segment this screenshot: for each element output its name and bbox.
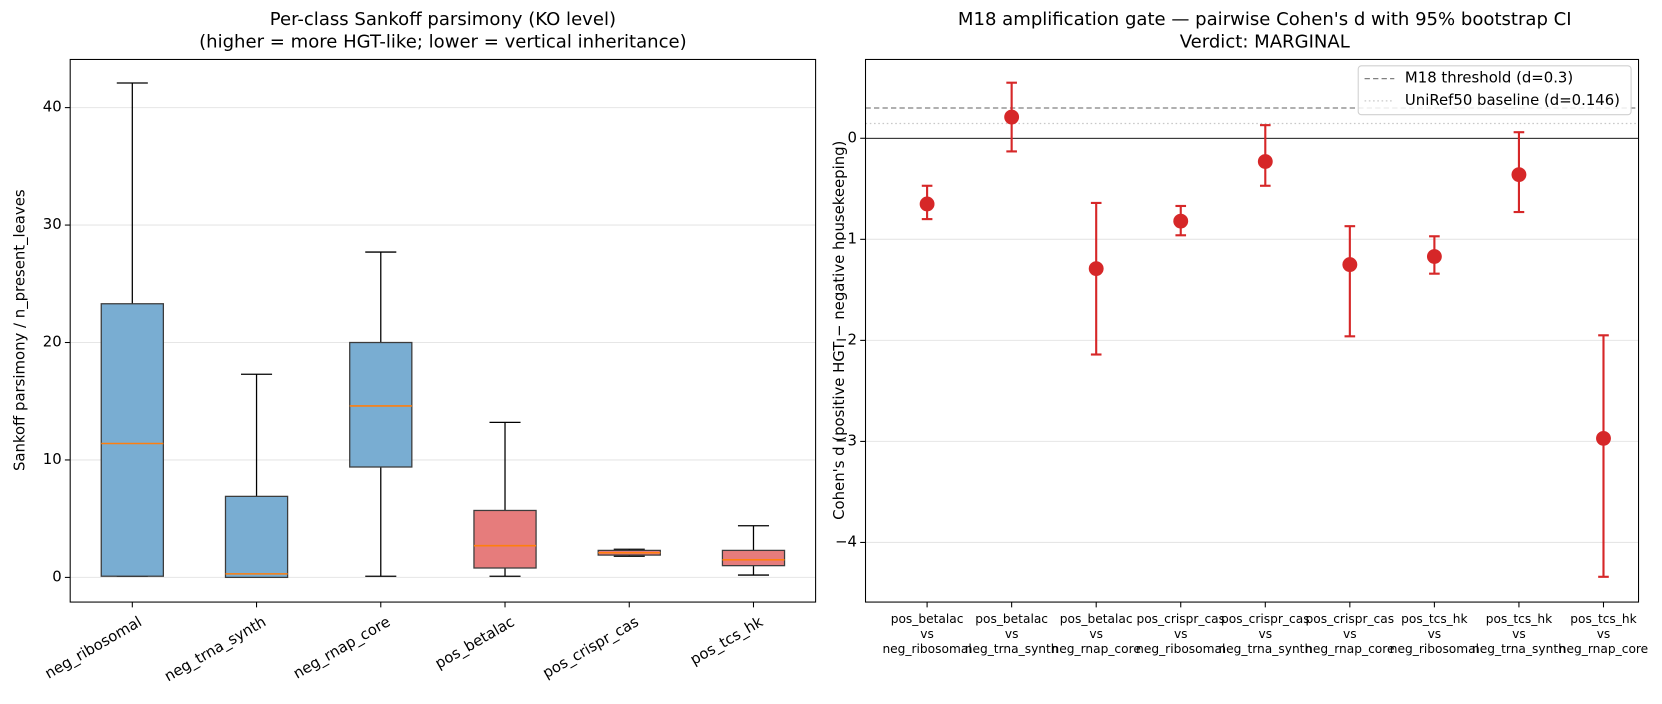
x-tick-label-line: neg_rnap_core	[1305, 641, 1394, 655]
y-axis-label: Cohen's d (positive HGT − negative house…	[830, 141, 848, 520]
x-tick-label-line: vs	[1428, 626, 1442, 640]
plot-frame	[69, 58, 817, 603]
point	[1004, 109, 1020, 125]
y-tick-label: 0	[52, 567, 61, 585]
legend-label: UniRef50 baseline (d=0.146)	[1405, 91, 1620, 109]
box	[473, 509, 537, 569]
x-tick-label-line: pos_crispr_cas	[1136, 612, 1225, 626]
point	[1511, 167, 1527, 183]
box	[100, 303, 165, 577]
point	[1426, 249, 1442, 264]
x-tick-label: pos_betalac vs neg_trna_synth	[965, 612, 1059, 656]
chart-subtitle: (higher = more HGT-like; lower = vertica…	[199, 31, 687, 52]
x-tick-label-line: pos_betalac	[975, 612, 1048, 626]
x-tick-label-line: neg_trna_synth	[1218, 641, 1312, 655]
point	[1257, 154, 1273, 169]
x-tick-label-line: vs	[1512, 626, 1526, 640]
x-tick-label-line: neg_trna_synth	[1472, 641, 1566, 655]
plot-frame	[864, 58, 1640, 603]
x-tick-label: pos_crispr_cas vs neg_ribosomal	[1136, 612, 1225, 656]
legend-label: M18 threshold (d=0.3)	[1405, 69, 1573, 87]
x-tick-label: pos_betalac vs neg_rnap_core	[1051, 612, 1140, 656]
x-tick-label: pos_tcs_hk vs neg_ribosomal	[1390, 612, 1479, 656]
x-tick-label-line: pos_crispr_cas	[1221, 612, 1310, 626]
x-tick-label-line: neg_ribosomal	[1390, 641, 1479, 655]
x-tick-label-line: neg_rnap_core	[1051, 641, 1140, 655]
x-tick-label-line: vs	[1343, 626, 1357, 640]
point	[919, 196, 935, 212]
x-tick-label: pos_tcs_hk	[687, 612, 766, 668]
y-axis-label: Sankoff parsimony / n_present_leaves	[10, 189, 28, 471]
x-tick-label-line: vs	[1597, 626, 1611, 640]
point	[1342, 257, 1358, 273]
x-tick-label: pos_crispr_cas vs neg_rnap_core	[1305, 612, 1394, 656]
x-tick-label-line: vs	[920, 626, 934, 640]
y-tick-label: −4	[835, 532, 857, 550]
point	[1173, 213, 1189, 229]
y-tick-label: −2	[835, 330, 857, 348]
x-tick-label: pos_tcs_hk vs neg_rnap_core	[1559, 612, 1648, 656]
x-tick-label: neg_rnap_core	[290, 613, 393, 683]
legend-box	[1357, 65, 1632, 116]
x-tick-label-line: neg_ribosomal	[882, 641, 971, 655]
x-tick-label: neg_ribosomal	[42, 613, 145, 683]
y-tick-label: 20	[43, 333, 62, 351]
box	[224, 495, 289, 579]
x-tick-label-line: pos_crispr_cas	[1306, 612, 1395, 626]
x-tick-label-line: pos_betalac	[891, 612, 964, 626]
point	[1596, 430, 1611, 446]
box	[721, 549, 786, 567]
x-tick-label: pos_tcs_hk vs neg_trna_synth	[1472, 612, 1566, 656]
x-tick-label-line: neg_trna_synth	[965, 641, 1059, 655]
x-tick-label: neg_trna_synth	[161, 613, 269, 686]
chart-title: M18 amplification gate — pairwise Cohen'…	[958, 9, 1572, 30]
y-tick-label: 10	[43, 450, 62, 468]
x-tick-label-line: vs	[1005, 626, 1019, 640]
point	[1088, 261, 1104, 277]
x-tick-label: pos_crispr_cas vs neg_trna_synth	[1218, 612, 1312, 656]
y-tick-label: −3	[835, 431, 857, 449]
x-tick-label-line: pos_tcs_hk	[1401, 612, 1468, 626]
y-tick-label: 30	[43, 215, 62, 233]
x-tick-label-line: pos_tcs_hk	[1486, 612, 1553, 626]
x-tick-label: pos_betalac vs neg_ribosomal	[882, 612, 971, 656]
x-tick-label: pos_crispr_cas	[539, 612, 642, 682]
chart-subtitle: Verdict: MARGINAL	[1180, 31, 1350, 52]
x-tick-label-line: vs	[1089, 626, 1103, 640]
x-tick-label-line: neg_ribosomal	[1136, 641, 1225, 655]
x-tick-label: pos_betalac	[432, 613, 518, 673]
x-tick-label-line: pos_tcs_hk	[1570, 612, 1637, 626]
y-tick-label: −1	[835, 229, 857, 247]
x-tick-label-line: neg_rnap_core	[1559, 641, 1648, 655]
y-tick-label: 40	[43, 98, 62, 116]
y-tick-label: 0	[848, 128, 857, 146]
x-tick-label-line: pos_betalac	[1060, 612, 1133, 626]
box	[349, 341, 413, 468]
x-tick-label-line: vs	[1258, 626, 1272, 640]
chart-title: Per-class Sankoff parsimony (KO level)	[270, 9, 616, 30]
x-tick-label-line: vs	[1174, 626, 1188, 640]
